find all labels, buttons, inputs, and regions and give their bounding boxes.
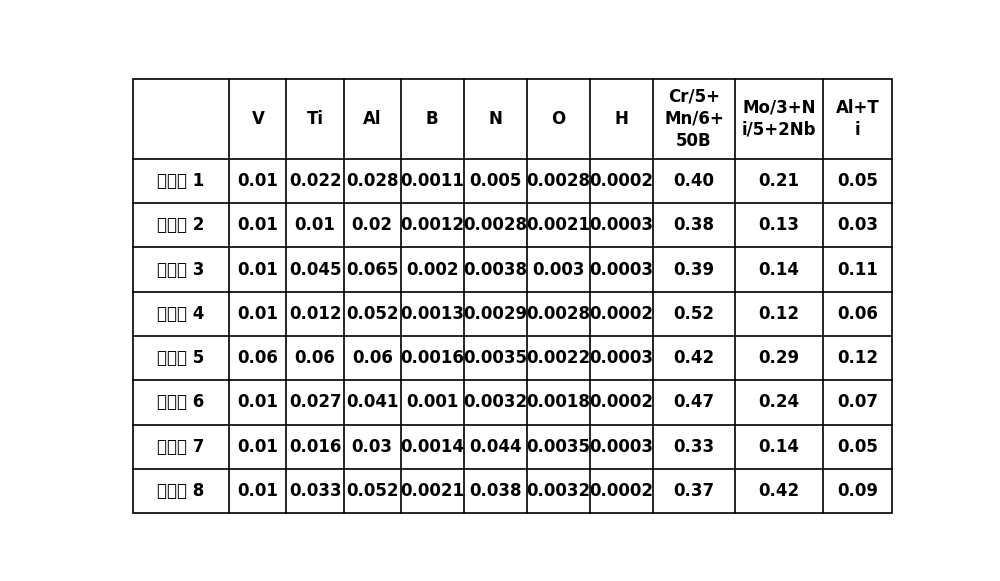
Text: 0.065: 0.065 <box>346 261 398 279</box>
Text: 0.012: 0.012 <box>289 305 341 323</box>
Text: 0.0003: 0.0003 <box>589 437 653 456</box>
Text: 实施例 4: 实施例 4 <box>157 305 205 323</box>
Text: 0.0028: 0.0028 <box>526 172 590 190</box>
Text: 0.52: 0.52 <box>673 305 714 323</box>
Text: 实施例 2: 实施例 2 <box>157 216 205 234</box>
Text: 0.38: 0.38 <box>673 216 714 234</box>
Text: N: N <box>488 110 502 128</box>
Text: 0.06: 0.06 <box>352 349 393 367</box>
Text: 0.0038: 0.0038 <box>463 261 527 279</box>
Text: 0.01: 0.01 <box>237 172 278 190</box>
Text: 0.038: 0.038 <box>469 482 522 500</box>
Text: H: H <box>614 110 628 128</box>
Text: 0.01: 0.01 <box>237 482 278 500</box>
Text: 0.044: 0.044 <box>469 437 522 456</box>
Text: 0.0016: 0.0016 <box>400 349 464 367</box>
Text: 0.03: 0.03 <box>352 437 393 456</box>
Text: 0.0018: 0.0018 <box>526 393 590 411</box>
Text: Cr/5+
Mn/6+
50B: Cr/5+ Mn/6+ 50B <box>664 88 724 150</box>
Text: 0.01: 0.01 <box>237 261 278 279</box>
Text: 0.01: 0.01 <box>237 437 278 456</box>
Text: 0.0002: 0.0002 <box>589 393 653 411</box>
Text: 0.47: 0.47 <box>673 393 715 411</box>
Text: 0.09: 0.09 <box>837 482 878 500</box>
Text: 0.0028: 0.0028 <box>526 305 590 323</box>
Text: 实施例 3: 实施例 3 <box>157 261 205 279</box>
Text: 0.0002: 0.0002 <box>589 172 653 190</box>
Text: 0.21: 0.21 <box>759 172 800 190</box>
Text: 0.0028: 0.0028 <box>463 216 527 234</box>
Text: 实施例 7: 实施例 7 <box>157 437 205 456</box>
Text: 0.0021: 0.0021 <box>526 216 590 234</box>
Text: 0.0032: 0.0032 <box>463 393 527 411</box>
Text: 0.0002: 0.0002 <box>589 482 653 500</box>
Text: 0.06: 0.06 <box>237 349 278 367</box>
Text: 0.14: 0.14 <box>759 437 800 456</box>
Text: Mo/3+N
i/5+2Nb: Mo/3+N i/5+2Nb <box>742 99 816 139</box>
Text: 0.001: 0.001 <box>406 393 458 411</box>
Text: 0.07: 0.07 <box>837 393 878 411</box>
Text: 0.052: 0.052 <box>346 482 398 500</box>
Text: 0.0003: 0.0003 <box>589 261 653 279</box>
Text: 0.03: 0.03 <box>837 216 878 234</box>
Text: 0.01: 0.01 <box>237 305 278 323</box>
Text: 0.041: 0.041 <box>346 393 398 411</box>
Text: 0.045: 0.045 <box>289 261 341 279</box>
Text: 0.24: 0.24 <box>759 393 800 411</box>
Text: 0.02: 0.02 <box>352 216 393 234</box>
Text: 0.14: 0.14 <box>759 261 800 279</box>
Text: 0.0002: 0.0002 <box>589 305 653 323</box>
Text: 0.027: 0.027 <box>289 393 341 411</box>
Text: 0.0013: 0.0013 <box>400 305 464 323</box>
Text: 0.003: 0.003 <box>532 261 585 279</box>
Text: 0.42: 0.42 <box>759 482 800 500</box>
Text: 0.06: 0.06 <box>295 349 336 367</box>
Text: 0.12: 0.12 <box>837 349 878 367</box>
Text: 0.33: 0.33 <box>673 437 715 456</box>
Text: 0.0032: 0.0032 <box>526 482 590 500</box>
Text: 0.028: 0.028 <box>346 172 398 190</box>
Text: 0.0021: 0.0021 <box>400 482 464 500</box>
Text: 0.11: 0.11 <box>837 261 878 279</box>
Text: 0.01: 0.01 <box>237 216 278 234</box>
Text: 0.01: 0.01 <box>237 393 278 411</box>
Text: 0.06: 0.06 <box>837 305 878 323</box>
Text: V: V <box>251 110 264 128</box>
Text: 0.0035: 0.0035 <box>463 349 527 367</box>
Text: 0.13: 0.13 <box>759 216 800 234</box>
Text: 0.005: 0.005 <box>469 172 521 190</box>
Text: 0.0035: 0.0035 <box>526 437 590 456</box>
Text: 0.022: 0.022 <box>289 172 341 190</box>
Text: 0.0014: 0.0014 <box>400 437 464 456</box>
Text: 实施例 6: 实施例 6 <box>157 393 205 411</box>
Text: 实施例 5: 实施例 5 <box>157 349 205 367</box>
Text: 实施例 8: 实施例 8 <box>157 482 205 500</box>
Text: 0.12: 0.12 <box>759 305 800 323</box>
Text: 0.0029: 0.0029 <box>463 305 527 323</box>
Text: 实施例 1: 实施例 1 <box>157 172 205 190</box>
Text: Ti: Ti <box>307 110 324 128</box>
Text: 0.033: 0.033 <box>289 482 341 500</box>
Text: 0.0022: 0.0022 <box>526 349 590 367</box>
Text: 0.01: 0.01 <box>295 216 336 234</box>
Text: 0.0003: 0.0003 <box>589 349 653 367</box>
Text: 0.42: 0.42 <box>673 349 715 367</box>
Text: 0.05: 0.05 <box>837 172 878 190</box>
Text: 0.37: 0.37 <box>673 482 715 500</box>
Text: 0.39: 0.39 <box>673 261 715 279</box>
Text: 0.40: 0.40 <box>673 172 714 190</box>
Text: 0.052: 0.052 <box>346 305 398 323</box>
Text: Al: Al <box>363 110 381 128</box>
Text: 0.05: 0.05 <box>837 437 878 456</box>
Text: 0.0012: 0.0012 <box>400 216 464 234</box>
Text: 0.002: 0.002 <box>406 261 459 279</box>
Text: 0.29: 0.29 <box>759 349 800 367</box>
Text: 0.0003: 0.0003 <box>589 216 653 234</box>
Text: Al+T
i: Al+T i <box>836 99 880 139</box>
Text: 0.016: 0.016 <box>289 437 341 456</box>
Text: B: B <box>426 110 439 128</box>
Text: O: O <box>551 110 565 128</box>
Text: 0.0011: 0.0011 <box>400 172 464 190</box>
